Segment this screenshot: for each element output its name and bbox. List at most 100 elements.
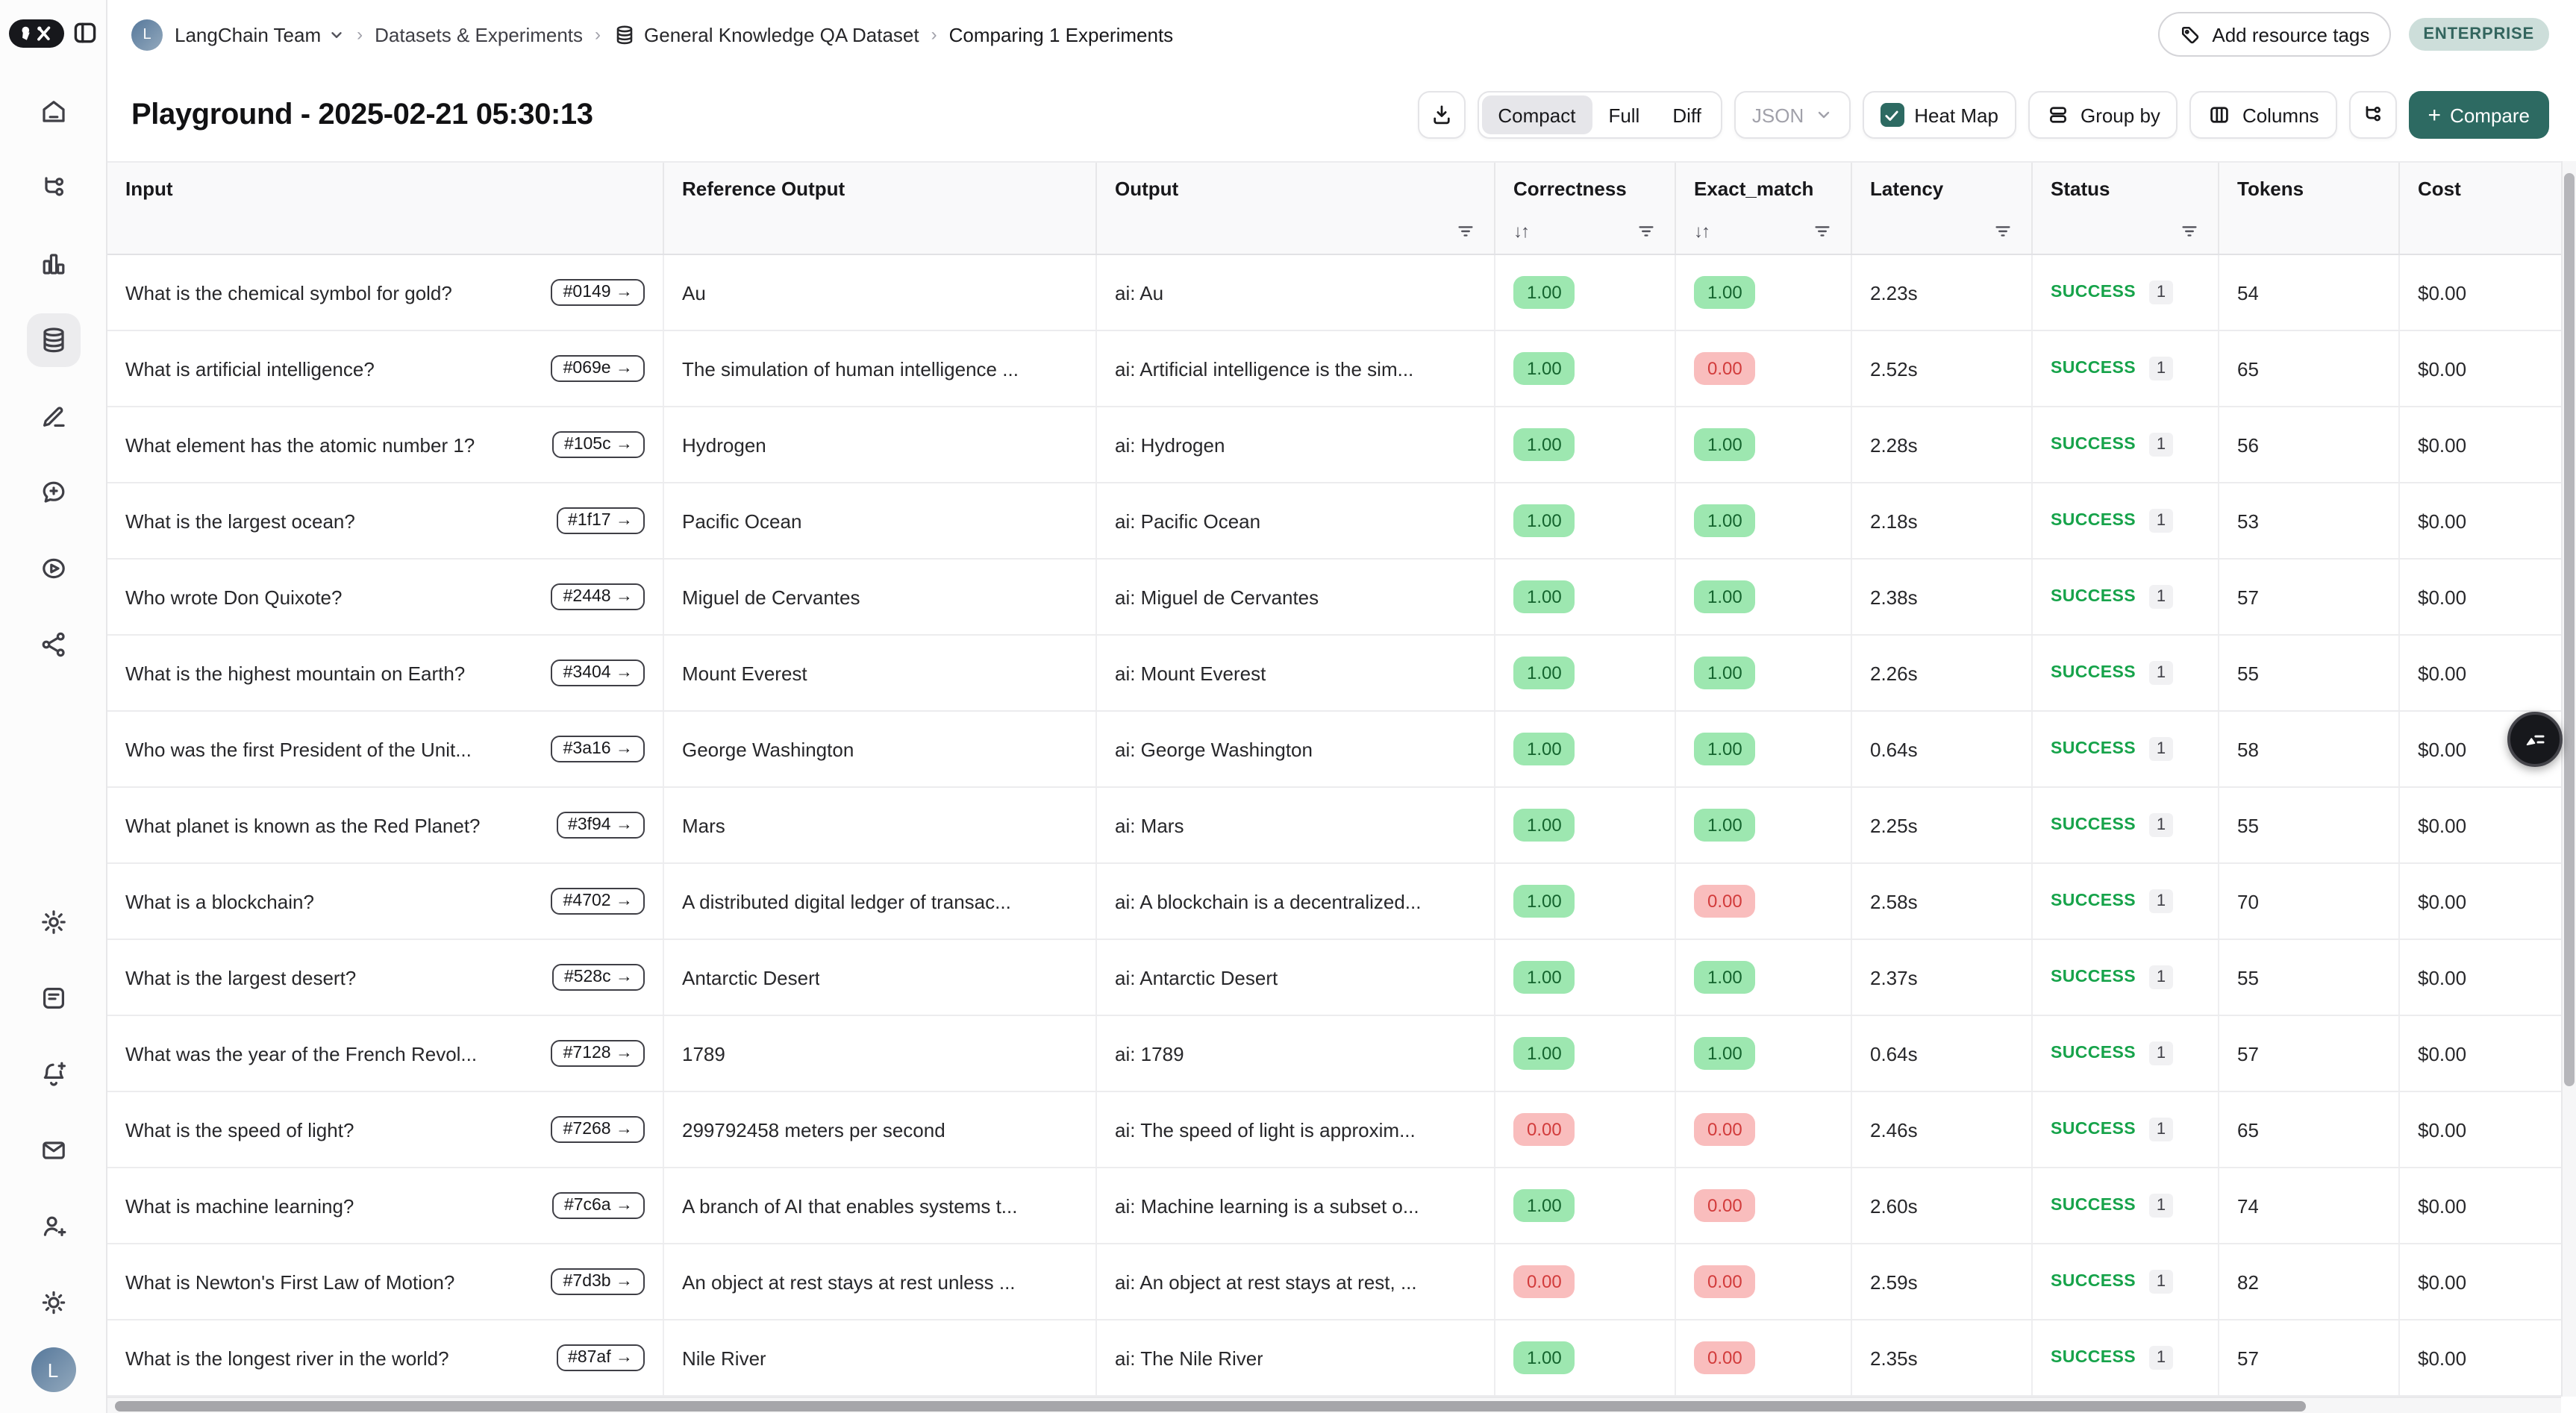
sidebar-item-datasets[interactable] <box>26 313 80 367</box>
sidebar-item-settings[interactable] <box>26 895 80 949</box>
example-link-chip[interactable]: #1f17 → <box>556 507 645 534</box>
sidebar-item-tracing[interactable] <box>26 161 80 215</box>
view-mode-diff[interactable]: Diff <box>1672 104 1701 126</box>
monitoring-icon <box>38 249 68 279</box>
filter-icon[interactable] <box>1455 221 1476 242</box>
sidebar-toggle-icon[interactable] <box>71 19 98 46</box>
view-mode-segmented: Compact Full Diff <box>1477 91 1722 139</box>
horizontal-scrollbar[interactable] <box>107 1397 2561 1413</box>
sidebar-item-prompts[interactable] <box>26 466 80 519</box>
example-link-chip[interactable]: #528c → <box>551 964 645 991</box>
example-link-chip[interactable]: #0149 → <box>551 279 645 306</box>
download-button[interactable] <box>1417 91 1466 139</box>
example-link-chip[interactable]: #3404 → <box>551 659 645 686</box>
sidebar-item-mail[interactable] <box>26 1124 80 1177</box>
format-select[interactable]: JSON <box>1734 91 1851 139</box>
vertical-scrollbar-thumb[interactable] <box>2564 173 2575 1086</box>
sort-icon[interactable]: ↓↑ <box>1694 221 1710 242</box>
output-cell: ai: George Washington <box>1097 712 1495 786</box>
table-row[interactable]: What is the chemical symbol for gold? #01… <box>107 255 2561 331</box>
table-row[interactable]: What is artificial intelligence? #069e → T… <box>107 331 2561 407</box>
tokens-value: 70 <box>2237 890 2259 912</box>
status-badge: SUCCESS <box>2051 1273 2136 1291</box>
table-row[interactable]: What is Newton's First Law of Motion? #7d… <box>107 1244 2561 1320</box>
latency-cell: 2.52s <box>1852 331 2033 406</box>
correctness-score: 1.00 <box>1513 352 1575 385</box>
sidebar-item-docs[interactable] <box>26 971 80 1025</box>
exact-match-score: 0.00 <box>1694 352 1756 385</box>
column-label: Status <box>2051 178 2110 200</box>
exact-match-score-cell: 1.00 <box>1676 407 1852 482</box>
filter-icon[interactable] <box>1992 221 2013 242</box>
sidebar-item-monitoring[interactable] <box>26 237 80 291</box>
example-link-chip[interactable]: #7c6a → <box>551 1192 645 1219</box>
filter-icon[interactable] <box>1636 221 1657 242</box>
table-row[interactable]: Who wrote Don Quixote? #2448 → Miguel de C… <box>107 560 2561 636</box>
example-link-chip[interactable]: #7268 → <box>551 1116 645 1143</box>
view-mode-compact[interactable]: Compact <box>1481 95 1592 134</box>
sidebar-item-notifications[interactable] <box>26 1047 80 1101</box>
table-row[interactable]: What is the longest river in the world? #… <box>107 1320 2561 1397</box>
correctness-score: 1.00 <box>1513 1341 1575 1374</box>
latency-cell: 2.18s <box>1852 483 2033 558</box>
example-link-chip[interactable]: #3a16 → <box>551 736 645 762</box>
sidebar-item-deployments[interactable] <box>26 618 80 671</box>
trace-tree-icon <box>2366 106 2380 122</box>
table-row[interactable]: What is the highest mountain on Earth? #3… <box>107 636 2561 712</box>
table-row[interactable]: What is machine learning? #7c6a → A branch… <box>107 1168 2561 1244</box>
example-link-chip[interactable]: #4702 → <box>551 888 645 915</box>
breadcrumb-section[interactable]: Datasets & Experiments <box>375 23 584 46</box>
status-badge: SUCCESS <box>2051 1349 2136 1367</box>
table-row[interactable]: What is the largest desert? #528c → Antarc… <box>107 940 2561 1016</box>
example-link-chip[interactable]: #069e → <box>551 355 645 382</box>
run-count-badge: 1 <box>2149 281 2173 304</box>
user-avatar[interactable]: L <box>31 1347 75 1392</box>
sidebar-item-invite-user[interactable] <box>26 1200 80 1253</box>
compare-button[interactable]: + Compare <box>2408 91 2549 139</box>
annotation-queue-button[interactable] <box>2507 712 2563 767</box>
example-link-chip[interactable]: #105c → <box>551 431 645 458</box>
table-row[interactable]: Who was the first President of the Unit.… <box>107 712 2561 788</box>
sidebar-item-theme[interactable] <box>26 1276 80 1329</box>
example-link-chip[interactable]: #3f94 → <box>556 812 645 839</box>
langchain-logo[interactable] <box>8 19 63 47</box>
sidebar-item-annotations[interactable] <box>26 389 80 443</box>
trace-tree-button[interactable] <box>2348 91 2397 139</box>
column-header-output: Output <box>1097 163 1495 254</box>
view-mode-full[interactable]: Full <box>1608 104 1640 126</box>
heatmap-toggle[interactable]: Heat Map <box>1862 91 2016 139</box>
output-cell: ai: Au <box>1097 255 1495 330</box>
sidebar-item-playground[interactable] <box>26 542 80 595</box>
example-link-chip[interactable]: #7d3b → <box>551 1268 645 1295</box>
status-cell: SUCCESS 1 <box>2033 407 2219 482</box>
table-row[interactable]: What is the speed of light? #7268 → 299792… <box>107 1092 2561 1168</box>
invite-user-icon <box>38 1212 68 1241</box>
horizontal-scrollbar-thumb[interactable] <box>115 1401 2306 1412</box>
cost-value: $0.00 <box>2418 281 2467 304</box>
breadcrumb-team[interactable]: LangChain Team <box>175 23 345 46</box>
add-resource-tags-button[interactable]: Add resource tags <box>2158 12 2391 57</box>
filter-icon[interactable] <box>1812 221 1833 242</box>
breadcrumb-dataset[interactable]: General Knowledge QA Dataset <box>613 23 919 46</box>
example-link-chip[interactable]: #7128 → <box>551 1040 645 1067</box>
tokens-value: 55 <box>2237 662 2259 684</box>
sort-icon[interactable]: ↓↑ <box>1513 221 1530 242</box>
sidebar-item-home[interactable] <box>26 85 80 139</box>
reference-output-cell: Mount Everest <box>664 636 1097 710</box>
table-row[interactable]: What element has the atomic number 1? #10… <box>107 407 2561 483</box>
group-by-button[interactable]: Group by <box>2028 91 2178 139</box>
example-link-chip[interactable]: #2448 → <box>551 583 645 610</box>
status-badge: SUCCESS <box>2051 1044 2136 1062</box>
vertical-scrollbar[interactable] <box>2561 161 2576 1397</box>
latency-value: 2.23s <box>1870 281 1918 304</box>
sidebar-nav-top <box>26 85 80 671</box>
table-row[interactable]: What was the year of the French Revol...… <box>107 1016 2561 1092</box>
output-cell: ai: Antarctic Desert <box>1097 940 1495 1015</box>
table-row[interactable]: What planet is known as the Red Planet? #… <box>107 788 2561 864</box>
table-row[interactable]: What is the largest ocean? #1f17 → Pacific… <box>107 483 2561 560</box>
example-link-chip[interactable]: #87af → <box>556 1344 645 1371</box>
tokens-cell: 56 <box>2219 407 2400 482</box>
table-row[interactable]: What is a blockchain? #4702 → A distribute… <box>107 864 2561 940</box>
columns-button[interactable]: Columns <box>2189 91 2337 139</box>
filter-icon[interactable] <box>2179 221 2200 242</box>
